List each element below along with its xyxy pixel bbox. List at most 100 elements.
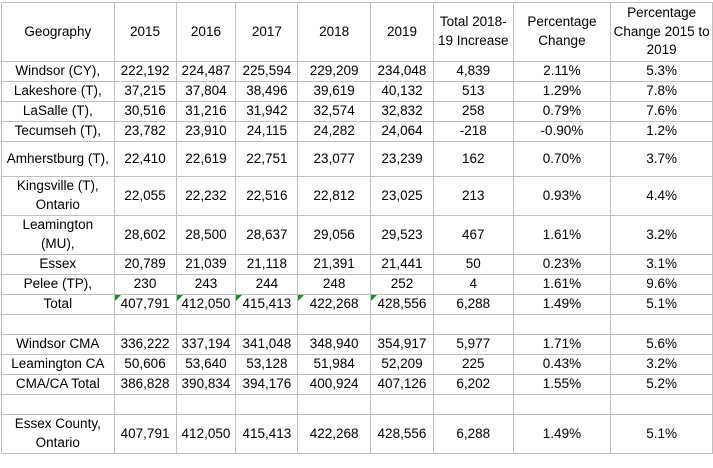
- column-header-2019[interactable]: 2019: [370, 2, 434, 62]
- value-cell[interactable]: 9.6%: [610, 274, 713, 295]
- column-header-geography[interactable]: Geography: [1, 2, 115, 62]
- value-cell[interactable]: 225: [432, 354, 514, 375]
- value-cell[interactable]: 39,619: [297, 81, 372, 102]
- value-cell[interactable]: 3.1%: [610, 254, 713, 275]
- value-cell[interactable]: 234,048: [370, 61, 434, 82]
- value-cell[interactable]: 28,602: [113, 215, 177, 255]
- value-cell[interactable]: 1.61%: [512, 274, 612, 295]
- geography-cell[interactable]: Essex County, Ontario: [1, 414, 115, 454]
- value-cell[interactable]: 21,391: [297, 254, 372, 275]
- empty-cell[interactable]: [370, 394, 434, 415]
- value-cell[interactable]: 21,039: [175, 254, 237, 275]
- value-cell[interactable]: 23,077: [297, 141, 372, 177]
- value-cell[interactable]: 1.71%: [512, 334, 612, 355]
- value-cell[interactable]: 32,832: [370, 101, 434, 122]
- value-cell[interactable]: 22,410: [113, 141, 177, 177]
- value-cell[interactable]: 20,789: [113, 254, 177, 275]
- empty-cell[interactable]: [432, 394, 514, 415]
- value-cell[interactable]: 422,268: [297, 414, 372, 454]
- value-cell[interactable]: 40,132: [370, 81, 434, 102]
- value-cell[interactable]: 23,910: [175, 121, 237, 142]
- value-cell[interactable]: 24,115: [235, 121, 299, 142]
- empty-cell[interactable]: [1, 394, 115, 415]
- value-cell[interactable]: 422,268: [297, 294, 372, 315]
- empty-cell[interactable]: [297, 314, 372, 335]
- value-cell[interactable]: 23,782: [113, 121, 177, 142]
- value-cell[interactable]: 1.2%: [610, 121, 713, 142]
- value-cell[interactable]: 400,924: [297, 374, 372, 395]
- column-header-percentage-change-2015-2019[interactable]: Percentage Change 2015 to 2019: [610, 2, 713, 62]
- value-cell[interactable]: 1.61%: [512, 215, 612, 255]
- value-cell[interactable]: 224,487: [175, 61, 237, 82]
- value-cell[interactable]: 5,977: [432, 334, 514, 355]
- value-cell[interactable]: 2.11%: [512, 61, 612, 82]
- geography-cell[interactable]: Windsor (CY),: [1, 61, 115, 82]
- value-cell[interactable]: 24,064: [370, 121, 434, 142]
- value-cell[interactable]: 229,209: [297, 61, 372, 82]
- value-cell[interactable]: 428,556: [370, 294, 434, 315]
- value-cell[interactable]: 7.8%: [610, 81, 713, 102]
- value-cell[interactable]: 1.49%: [512, 294, 612, 315]
- value-cell[interactable]: 6,288: [432, 414, 514, 454]
- value-cell[interactable]: 30,516: [113, 101, 177, 122]
- value-cell[interactable]: 390,834: [175, 374, 237, 395]
- value-cell[interactable]: 354,917: [370, 334, 434, 355]
- geography-cell[interactable]: Leamington (MU),: [1, 215, 115, 255]
- value-cell[interactable]: 415,413: [235, 294, 299, 315]
- value-cell[interactable]: 29,056: [297, 215, 372, 255]
- geography-cell[interactable]: Kingsville (T), Ontario: [1, 176, 115, 216]
- value-cell[interactable]: 22,055: [113, 176, 177, 216]
- value-cell[interactable]: 7.6%: [610, 101, 713, 122]
- value-cell[interactable]: 0.70%: [512, 141, 612, 177]
- value-cell[interactable]: 22,751: [235, 141, 299, 177]
- value-cell[interactable]: 0.23%: [512, 254, 612, 275]
- value-cell[interactable]: 4: [432, 274, 514, 295]
- value-cell[interactable]: 29,523: [370, 215, 434, 255]
- value-cell[interactable]: 32,574: [297, 101, 372, 122]
- value-cell[interactable]: 244: [235, 274, 299, 295]
- empty-cell[interactable]: [610, 394, 713, 415]
- empty-cell[interactable]: [370, 314, 434, 335]
- geography-cell[interactable]: Amherstburg (T),: [1, 141, 115, 177]
- empty-cell[interactable]: [235, 314, 299, 335]
- value-cell[interactable]: 5.2%: [610, 374, 713, 395]
- value-cell[interactable]: 412,050: [175, 294, 237, 315]
- value-cell[interactable]: 394,176: [235, 374, 299, 395]
- value-cell[interactable]: 341,048: [235, 334, 299, 355]
- value-cell[interactable]: 6,288: [432, 294, 514, 315]
- geography-cell[interactable]: Total: [1, 294, 115, 315]
- value-cell[interactable]: 28,500: [175, 215, 237, 255]
- value-cell[interactable]: 24,282: [297, 121, 372, 142]
- geography-cell[interactable]: CMA/CA Total: [1, 374, 115, 395]
- empty-cell[interactable]: [1, 314, 115, 335]
- value-cell[interactable]: 230: [113, 274, 177, 295]
- column-header-percentage-change[interactable]: Percentage Change: [512, 2, 612, 62]
- value-cell[interactable]: 407,791: [113, 414, 177, 454]
- value-cell[interactable]: 513: [432, 81, 514, 102]
- empty-cell[interactable]: [432, 314, 514, 335]
- value-cell[interactable]: 28,637: [235, 215, 299, 255]
- column-header-2018[interactable]: 2018: [297, 2, 372, 62]
- value-cell[interactable]: 386,828: [113, 374, 177, 395]
- value-cell[interactable]: 3.7%: [610, 141, 713, 177]
- value-cell[interactable]: 337,194: [175, 334, 237, 355]
- empty-cell[interactable]: [297, 394, 372, 415]
- empty-cell[interactable]: [512, 314, 612, 335]
- value-cell[interactable]: 412,050: [175, 414, 237, 454]
- value-cell[interactable]: 52,209: [370, 354, 434, 375]
- value-cell[interactable]: 31,216: [175, 101, 237, 122]
- geography-cell[interactable]: Essex: [1, 254, 115, 275]
- value-cell[interactable]: 3.2%: [610, 354, 713, 375]
- value-cell[interactable]: 22,619: [175, 141, 237, 177]
- value-cell[interactable]: 225,594: [235, 61, 299, 82]
- value-cell[interactable]: 4,839: [432, 61, 514, 82]
- geography-cell[interactable]: Pelee (TP),: [1, 274, 115, 295]
- value-cell[interactable]: 5.6%: [610, 334, 713, 355]
- value-cell[interactable]: 5.1%: [610, 294, 713, 315]
- value-cell[interactable]: 467: [432, 215, 514, 255]
- value-cell[interactable]: 5.3%: [610, 61, 713, 82]
- value-cell[interactable]: 51,984: [297, 354, 372, 375]
- value-cell[interactable]: 37,804: [175, 81, 237, 102]
- value-cell[interactable]: -218: [432, 121, 514, 142]
- value-cell[interactable]: 1.49%: [512, 414, 612, 454]
